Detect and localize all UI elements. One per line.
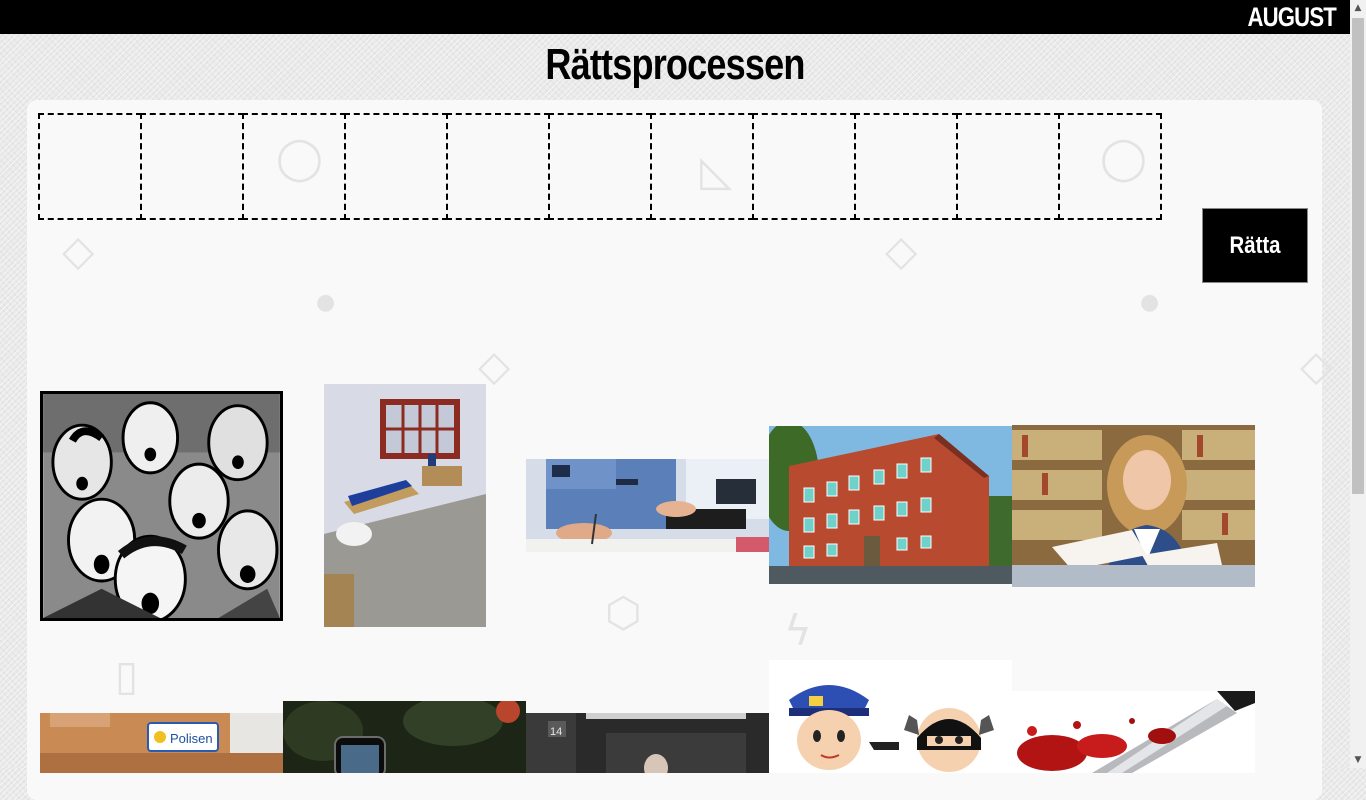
- scroll-up-arrow-icon[interactable]: ▲: [1354, 3, 1362, 13]
- card-prison-cell[interactable]: [324, 384, 486, 627]
- card-scared-crowd[interactable]: [40, 391, 283, 621]
- card-brick-building[interactable]: [769, 426, 1012, 584]
- drop-slot-8[interactable]: [752, 113, 856, 220]
- drop-slot-5[interactable]: [446, 113, 550, 220]
- card-courtroom[interactable]: 14: [526, 713, 769, 773]
- drop-slot-11[interactable]: [1058, 113, 1162, 220]
- police-station-image: Polisen: [40, 713, 283, 773]
- police-writing-report-image: [526, 459, 769, 552]
- brick-apartment-building-image: [769, 426, 1012, 584]
- card-mobile-phone[interactable]: [283, 701, 526, 773]
- drop-slot-2[interactable]: [140, 113, 244, 220]
- courtroom-image: 14: [526, 713, 769, 773]
- brand-name: AUGUST: [1247, 2, 1336, 32]
- drop-slot-row: [38, 113, 1162, 220]
- lawyer-reading-book-image: [1012, 425, 1255, 587]
- card-police-arrest[interactable]: [769, 660, 1012, 773]
- page-scrollbar[interactable]: ▲ ▼: [1350, 0, 1366, 768]
- prison-cell-image: [324, 384, 486, 627]
- card-bloody-knife[interactable]: [1012, 691, 1255, 773]
- drop-slot-4[interactable]: [344, 113, 448, 220]
- bloody-knife-image: [1012, 691, 1255, 773]
- police-station-sign: Polisen: [170, 731, 213, 746]
- drop-slot-3[interactable]: [242, 113, 346, 220]
- courtroom-number: 14: [550, 726, 562, 738]
- drop-slot-6[interactable]: [548, 113, 652, 220]
- card-police-station[interactable]: Polisen: [40, 713, 283, 773]
- scared-crowd-comic-image: [43, 394, 280, 618]
- drop-slot-1[interactable]: [38, 113, 142, 220]
- police-arrest-cartoon-image: [769, 660, 1012, 773]
- page-title: Rättsprocessen: [545, 40, 805, 89]
- mobile-phone-image: [283, 701, 526, 773]
- drop-slot-10[interactable]: [956, 113, 1060, 220]
- scroll-thumb[interactable]: [1352, 18, 1364, 494]
- top-bar: AUGUST: [0, 0, 1350, 34]
- check-answer-button[interactable]: Rätta: [1202, 208, 1308, 283]
- drop-slot-7[interactable]: [650, 113, 754, 220]
- check-answer-label: Rätta: [1229, 231, 1281, 259]
- card-lawyer-reading[interactable]: [1012, 425, 1255, 587]
- card-police-report[interactable]: [526, 459, 769, 552]
- drop-slot-9[interactable]: [854, 113, 958, 220]
- scroll-down-arrow-icon[interactable]: ▼: [1354, 755, 1362, 765]
